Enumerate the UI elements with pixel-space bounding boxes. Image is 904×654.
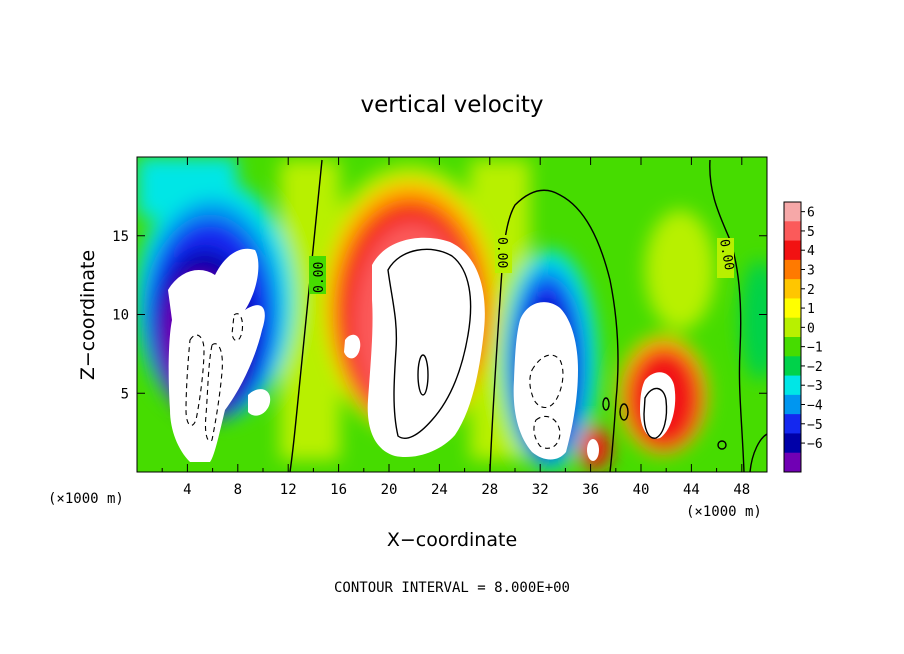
saturated-region xyxy=(640,372,676,439)
colorbar-swatch xyxy=(784,337,801,357)
x-tick-label: 44 xyxy=(683,482,700,498)
inner-contour xyxy=(417,354,429,396)
field-blob xyxy=(645,210,715,330)
saturated-region xyxy=(344,334,361,359)
inner-contour xyxy=(387,248,472,439)
x-unit-right: (×1000 m) xyxy=(686,504,762,520)
zero-contour xyxy=(709,159,745,472)
negative-contour xyxy=(231,313,244,342)
saturated-region xyxy=(587,439,599,461)
colorbar-swatch xyxy=(784,279,801,299)
colorbar-swatch xyxy=(784,394,801,415)
contour-label: 0.00 xyxy=(312,262,327,293)
saturated-regions xyxy=(168,237,676,462)
colorbar-swatch xyxy=(784,356,801,377)
saturated-region xyxy=(367,237,485,458)
colorbar-swatch xyxy=(784,317,801,338)
colorbar-tick-label: −3 xyxy=(807,379,823,394)
colorbar-swatch xyxy=(784,298,801,319)
colorbar-frame xyxy=(783,201,802,473)
contour-labels: 0.00 0.00 0.00 xyxy=(309,235,736,294)
saturated-region xyxy=(248,389,271,416)
x-tick-label: 48 xyxy=(733,482,750,498)
colorbar-tick-label: −4 xyxy=(807,399,823,414)
inner-contour xyxy=(643,387,668,439)
x-tick-label: 24 xyxy=(431,482,448,498)
x-tick-label: 16 xyxy=(330,482,347,498)
zero-contour xyxy=(489,189,619,472)
field-blob xyxy=(740,260,767,380)
y-axis-label: Z−coordinate xyxy=(77,250,99,380)
colorbar-tick-label: 2 xyxy=(807,283,815,298)
negative-contour xyxy=(533,415,561,449)
saturated-region xyxy=(513,302,578,460)
x-tick-label: 4 xyxy=(183,482,191,498)
x-tick-label: 28 xyxy=(481,482,498,498)
colorbar-tick-label: 0 xyxy=(807,321,815,336)
colorbar-tick-label: −6 xyxy=(807,437,823,452)
plot-area: 0.00 0.00 0.00 xyxy=(137,157,767,472)
colorbar-swatch xyxy=(784,375,801,396)
y-tick-label: 5 xyxy=(121,386,129,402)
x-tick-label: 40 xyxy=(633,482,650,498)
x-tick-label: 20 xyxy=(381,482,398,498)
colorbar-tick-label: 1 xyxy=(807,302,815,317)
colorbar-swatch xyxy=(784,221,801,242)
colorbar-swatch xyxy=(784,259,801,280)
colorbar-swatch xyxy=(784,202,801,222)
contour-lines xyxy=(289,159,767,472)
contour-label-box xyxy=(495,235,512,273)
inner-contour xyxy=(717,440,727,450)
colorbar-tick-label: −5 xyxy=(807,418,823,433)
x-tick-label: 12 xyxy=(280,482,297,498)
inner-contour xyxy=(749,433,767,472)
x-tick-label: 32 xyxy=(532,482,549,498)
colorbar: 6 5 4 3 2 1 0 −1 −2 −3 −4 −5 −6 xyxy=(783,201,823,473)
x-tick-label: 8 xyxy=(234,482,242,498)
colorbar-tick-label: 4 xyxy=(807,244,815,259)
x-unit-left: (×1000 m) xyxy=(48,491,124,507)
zero-contour xyxy=(289,159,323,472)
contour-label-box xyxy=(309,256,326,294)
colorbar-swatch xyxy=(784,433,801,454)
colorbar-swatch xyxy=(784,414,801,434)
contour-label: 0.00 xyxy=(716,238,736,271)
colorbar-tick-label: −1 xyxy=(807,341,823,356)
contour-label-box xyxy=(717,238,734,278)
inner-contour xyxy=(619,403,629,421)
colorbar-swatch xyxy=(784,452,801,473)
colorbar-swatch xyxy=(784,240,801,261)
colorbar-tick-label: 6 xyxy=(807,206,815,221)
colorbar-tick-label: −2 xyxy=(807,360,823,375)
saturated-region xyxy=(168,248,265,462)
negative-contour xyxy=(204,343,223,442)
y-tick-label: 10 xyxy=(112,308,129,324)
contour-label: 0.00 xyxy=(494,237,509,268)
y-tick-label: 15 xyxy=(112,229,129,245)
negative-contour xyxy=(185,334,205,426)
colorbar-tick-label: 5 xyxy=(807,225,815,240)
negative-contours xyxy=(185,313,564,449)
x-axis: 4 8 12 16 20 24 28 32 36 40 44 48 xyxy=(161,157,750,498)
colorbar-tick-label: 3 xyxy=(807,264,815,279)
x-axis-label: X−coordinate xyxy=(387,529,517,551)
y-axis: 5 10 15 xyxy=(112,229,767,402)
inner-contour xyxy=(602,397,610,411)
x-tick-label: 36 xyxy=(582,482,599,498)
chart-title: vertical velocity xyxy=(361,92,544,118)
contour-interval-note: CONTOUR INTERVAL = 8.000E+00 xyxy=(334,580,570,596)
